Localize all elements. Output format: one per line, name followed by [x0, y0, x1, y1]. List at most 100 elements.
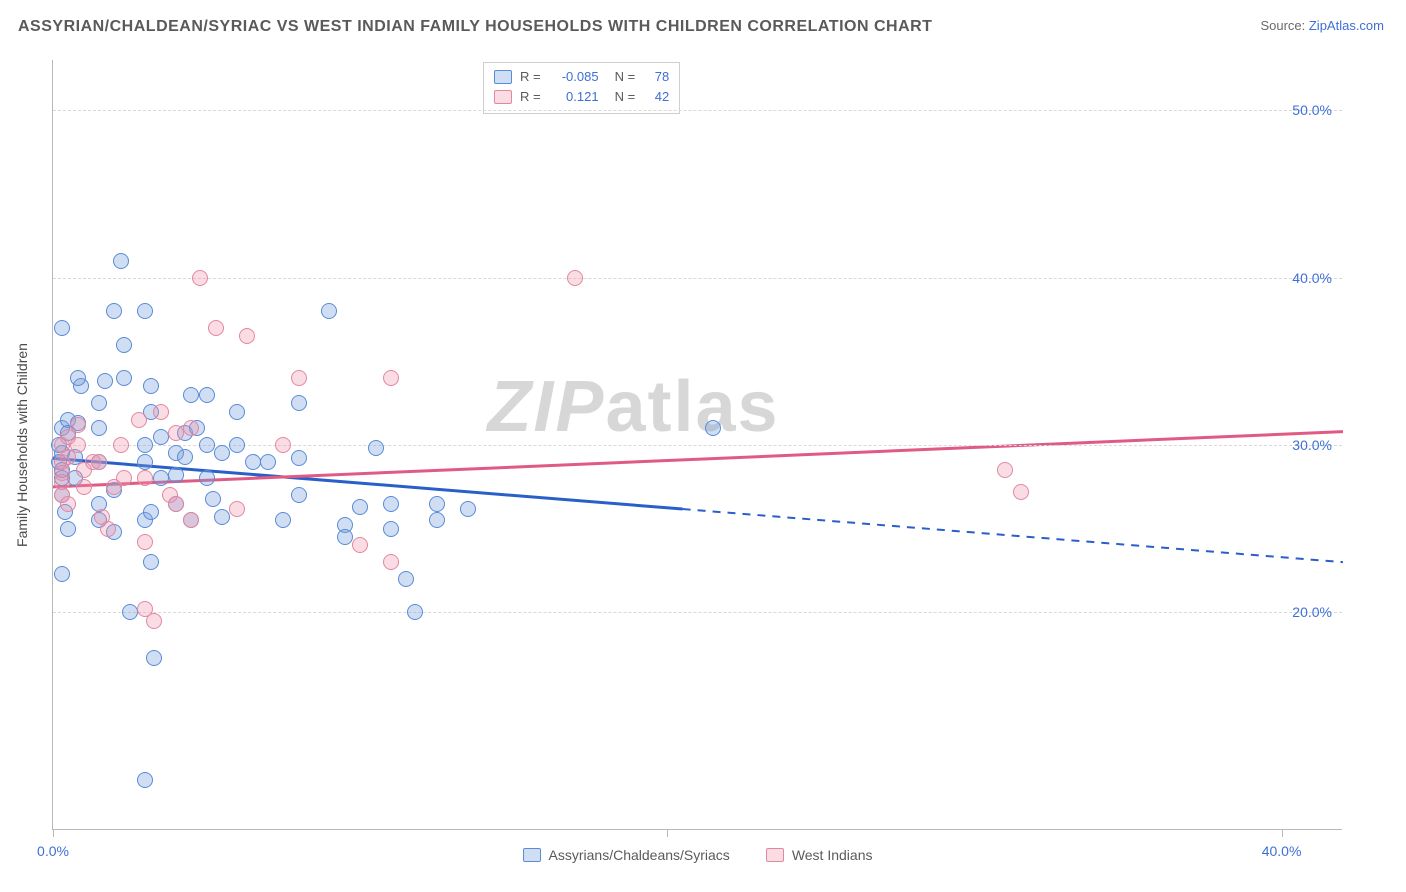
- y-tick-label: 40.0%: [1292, 270, 1332, 286]
- scatter-plot: ZIPatlas R =-0.085N =78R =0.121N =42 Ass…: [52, 60, 1342, 830]
- assyrians-point: [54, 566, 70, 582]
- west_indians-point: [239, 328, 255, 344]
- assyrians-point: [73, 378, 89, 394]
- assyrians-point: [60, 412, 76, 428]
- west_indians-point: [383, 370, 399, 386]
- assyrians-point: [189, 420, 205, 436]
- assyrians-point: [205, 491, 221, 507]
- assyrians-point: [214, 445, 230, 461]
- west_indians-point: [70, 417, 86, 433]
- assyrians-point: [199, 387, 215, 403]
- west_indians-point: [137, 534, 153, 550]
- chart-title: ASSYRIAN/CHALDEAN/SYRIAC VS WEST INDIAN …: [18, 18, 932, 36]
- n-label: N =: [615, 67, 636, 87]
- assyrians-point: [291, 450, 307, 466]
- west_indians-point: [997, 462, 1013, 478]
- assyrians-point: [398, 571, 414, 587]
- assyrians-point: [113, 253, 129, 269]
- gridline: [53, 445, 1342, 446]
- assyrians-point: [321, 303, 337, 319]
- x-tick: [667, 829, 668, 837]
- assyrians-point: [245, 454, 261, 470]
- west_indians-point: [229, 501, 245, 517]
- watermark-atlas: atlas: [605, 367, 779, 447]
- assyrians-point: [275, 512, 291, 528]
- assyrians-point: [168, 496, 184, 512]
- assyrians-point: [214, 509, 230, 525]
- legend-label-assyrians: Assyrians/Chaldeans/Syriacs: [549, 847, 730, 863]
- source-link[interactable]: ZipAtlas.com: [1309, 18, 1384, 33]
- legend-item-assyrians: Assyrians/Chaldeans/Syriacs: [523, 847, 730, 863]
- assyrians-point: [153, 429, 169, 445]
- west_indians-point: [162, 487, 178, 503]
- west_indians-point: [383, 554, 399, 570]
- assyrians-point: [143, 504, 159, 520]
- gridline: [53, 612, 1342, 613]
- stats-legend: R = -0.085 N = 78R =0.121N =42: [483, 62, 680, 114]
- source-attribution: Source: ZipAtlas.com: [1260, 18, 1384, 33]
- west_indians-point: [60, 449, 76, 465]
- stats-row-west_indians: R =0.121N =42: [494, 87, 669, 107]
- assyrians-point: [51, 454, 67, 470]
- assyrians-point: [143, 554, 159, 570]
- watermark: ZIPatlas: [487, 366, 779, 448]
- assyrians-trend-line: [53, 458, 683, 509]
- x-tick-label: 40.0%: [1262, 843, 1302, 859]
- west_indians-point: [94, 509, 110, 525]
- assyrians-point: [368, 440, 384, 456]
- legend-item-west_indians: West Indians: [766, 847, 873, 863]
- r-label: R =: [520, 87, 541, 107]
- swatch-assyrians: [494, 70, 512, 84]
- assyrians-point: [177, 425, 193, 441]
- y-axis-label: Family Households with Children: [14, 343, 30, 547]
- west_indians-point: [54, 454, 70, 470]
- west_indians-point: [54, 474, 70, 490]
- assyrians-point: [137, 512, 153, 528]
- west_indians-point: [183, 512, 199, 528]
- legend-label-west_indians: West Indians: [792, 847, 873, 863]
- assyrians-point: [337, 517, 353, 533]
- west_indians-point: [168, 425, 184, 441]
- y-tick-label: 20.0%: [1292, 604, 1332, 620]
- assyrians-point: [183, 512, 199, 528]
- west_indians-point: [60, 496, 76, 512]
- assyrians-point: [54, 462, 70, 478]
- x-tick: [1282, 829, 1283, 837]
- assyrians-point: [54, 420, 70, 436]
- assyrians-point: [137, 303, 153, 319]
- assyrians-point: [352, 499, 368, 515]
- assyrians-point: [54, 320, 70, 336]
- west_indians-point: [183, 420, 199, 436]
- assyrians-point: [229, 404, 245, 420]
- assyrians-point: [70, 370, 86, 386]
- west_indians-point: [352, 537, 368, 553]
- west_indians-point: [153, 404, 169, 420]
- assyrians-trend-line-extrapolated: [683, 509, 1343, 562]
- west_indians-point: [54, 465, 70, 481]
- swatch-west_indians: [494, 90, 512, 104]
- r-value-assyrians: -0.085: [549, 67, 599, 87]
- assyrians-point: [429, 512, 445, 528]
- west_indians-point: [85, 454, 101, 470]
- gridline: [53, 110, 1342, 111]
- assyrians-point: [57, 504, 73, 520]
- watermark-zip: ZIP: [487, 367, 605, 447]
- west_indians-point: [131, 412, 147, 428]
- west_indians-point: [106, 479, 122, 495]
- assyrians-point: [116, 337, 132, 353]
- assyrians-point: [91, 395, 107, 411]
- west_indians-point: [116, 470, 132, 486]
- assyrians-point: [168, 467, 184, 483]
- assyrians-point: [143, 378, 159, 394]
- source-label: Source:: [1260, 18, 1308, 33]
- assyrians-point: [106, 524, 122, 540]
- assyrians-point: [91, 512, 107, 528]
- assyrians-point: [91, 454, 107, 470]
- assyrians-point: [91, 496, 107, 512]
- assyrians-point: [168, 445, 184, 461]
- assyrians-point: [106, 482, 122, 498]
- n-value-assyrians: 78: [643, 67, 669, 87]
- assyrians-point: [383, 521, 399, 537]
- assyrians-point: [143, 404, 159, 420]
- assyrians-point: [291, 395, 307, 411]
